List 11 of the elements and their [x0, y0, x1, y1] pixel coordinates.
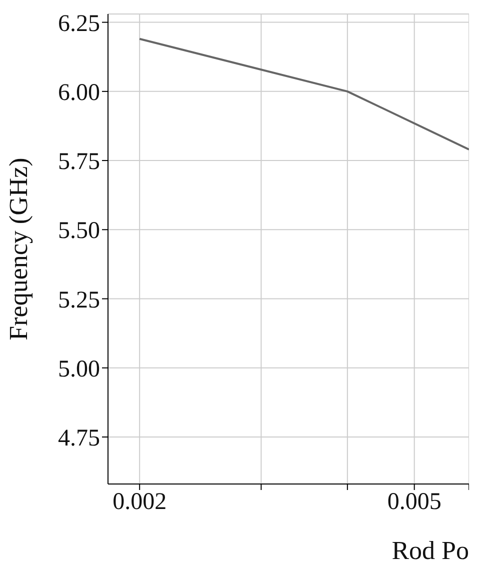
- y-tick-label: 5.75: [58, 149, 100, 176]
- y-axis-title: Frequency (GHz): [4, 158, 34, 340]
- x-axis-title: Rod Po: [392, 536, 469, 565]
- x-tick-label: 0.002: [112, 489, 167, 516]
- y-tick-label: 6.25: [58, 10, 100, 37]
- y-tick-label: 5.00: [58, 356, 100, 382]
- x-tick-label: 0.005: [387, 489, 442, 516]
- y-tick-label: 6.00: [58, 80, 100, 106]
- y-tick-label: 4.75: [58, 426, 100, 452]
- y-tick-label: 5.25: [58, 287, 100, 314]
- y-tick-label: 5.50: [58, 218, 100, 244]
